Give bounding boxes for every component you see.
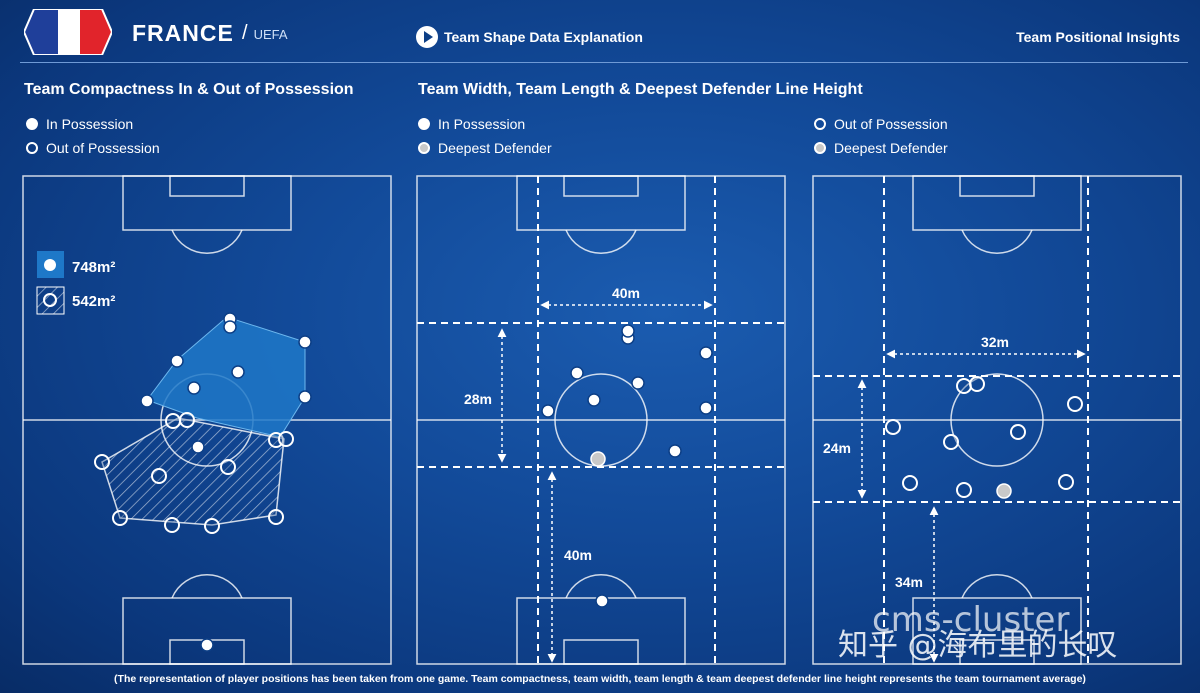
- player-marker: [179, 412, 195, 428]
- player-marker: [191, 440, 205, 454]
- defender-line-label: 34m: [895, 574, 923, 590]
- team-length-label: 28m: [464, 391, 492, 407]
- player-marker: [223, 320, 237, 334]
- player-marker: [165, 413, 181, 429]
- player-marker: [956, 378, 972, 394]
- player-marker: [164, 517, 180, 533]
- hollow-dot-icon: [26, 142, 38, 154]
- player-marker: [956, 482, 972, 498]
- player-marker: [969, 376, 985, 392]
- explanation-label: Team Shape Data Explanation: [444, 29, 643, 45]
- legend-label: Deepest Defender: [438, 140, 552, 156]
- player-marker: [1067, 396, 1083, 412]
- player-marker: [621, 324, 635, 338]
- legend-label: In Possession: [46, 116, 134, 132]
- player-marker: [94, 454, 110, 470]
- grey-dot-icon: [418, 142, 430, 154]
- team-width-label: 40m: [612, 285, 640, 301]
- area-out-value: 542m²: [72, 293, 115, 310]
- confederation-label: UEFA: [253, 27, 288, 42]
- legend-in-possession: In Possession: [418, 116, 525, 132]
- defender-line-label: 40m: [564, 547, 592, 563]
- out-possession-pitch: 32m 24m 34m: [812, 175, 1182, 665]
- legend-label: Deepest Defender: [834, 140, 948, 156]
- player-marker: [151, 468, 167, 484]
- player-marker: [587, 393, 601, 407]
- play-icon[interactable]: [416, 26, 438, 48]
- in-possession-area: [146, 316, 306, 438]
- player-marker: [187, 381, 201, 395]
- player-marker: [200, 638, 214, 652]
- player-marker: [699, 401, 713, 415]
- player-marker: [204, 518, 220, 534]
- legend-out-possession: Out of Possession: [814, 116, 948, 132]
- legend-deepest-defender: Deepest Defender: [814, 140, 948, 156]
- player-marker: [570, 366, 584, 380]
- legend-label: Out of Possession: [46, 140, 160, 156]
- area-out-swatch: [36, 286, 65, 315]
- player-marker: [699, 346, 713, 360]
- legend-out-possession: Out of Possession: [26, 140, 160, 156]
- filled-dot-icon: [418, 118, 430, 130]
- france-flag-icon: [24, 9, 112, 55]
- width-length-title: Team Width, Team Length & Deepest Defend…: [418, 81, 863, 98]
- player-marker: [278, 431, 294, 447]
- compactness-title: Team Compactness In & Out of Possession: [24, 81, 354, 98]
- area-in-value: 748m²: [72, 259, 115, 276]
- header-divider: [20, 62, 1188, 63]
- compactness-pitch: 748m² 542m²: [22, 175, 392, 665]
- player-marker: [1058, 474, 1074, 490]
- legend-deepest-defender: Deepest Defender: [418, 140, 552, 156]
- legend-label: Out of Possession: [834, 116, 948, 132]
- player-marker: [140, 394, 154, 408]
- country-name: FRANCE: [132, 20, 234, 46]
- player-marker: [112, 510, 128, 526]
- watermark-zhihu: 知乎 @海布里的长叹: [838, 628, 1118, 663]
- player-marker: [170, 354, 184, 368]
- player-marker: [231, 365, 245, 379]
- confederation: / UEFA: [242, 22, 288, 45]
- player-marker: [595, 594, 609, 608]
- player-marker: [885, 419, 901, 435]
- out-possession-area: [101, 417, 285, 526]
- player-marker: [631, 376, 645, 390]
- deepest-defender-marker: [996, 483, 1012, 499]
- player-marker: [268, 509, 284, 525]
- hollow-dot-icon: [43, 293, 57, 307]
- player-marker: [902, 475, 918, 491]
- player-marker: [220, 459, 236, 475]
- grey-dot-icon: [814, 142, 826, 154]
- legend-label: In Possession: [438, 116, 526, 132]
- team-width-label: 32m: [981, 334, 1009, 350]
- player-marker: [541, 404, 555, 418]
- insights-title: Team Positional Insights: [1016, 29, 1180, 45]
- filled-dot-icon: [26, 118, 38, 130]
- watermark-cluster: cms-cluster: [872, 600, 1070, 640]
- footer-note: (The representation of player positions …: [114, 673, 1086, 685]
- player-marker: [298, 335, 312, 349]
- in-possession-pitch: 40m 28m 40m: [416, 175, 786, 665]
- deepest-defender-marker: [590, 451, 606, 467]
- team-length-label: 24m: [823, 440, 851, 456]
- player-marker: [943, 434, 959, 450]
- explanation-link[interactable]: Team Shape Data Explanation: [416, 26, 643, 48]
- player-marker: [1010, 424, 1026, 440]
- hollow-dot-icon: [814, 118, 826, 130]
- player-marker: [298, 390, 312, 404]
- player-marker: [668, 444, 682, 458]
- title-separator: /: [242, 22, 248, 44]
- filled-dot-icon: [44, 259, 56, 271]
- legend-in-possession: In Possession: [26, 116, 133, 132]
